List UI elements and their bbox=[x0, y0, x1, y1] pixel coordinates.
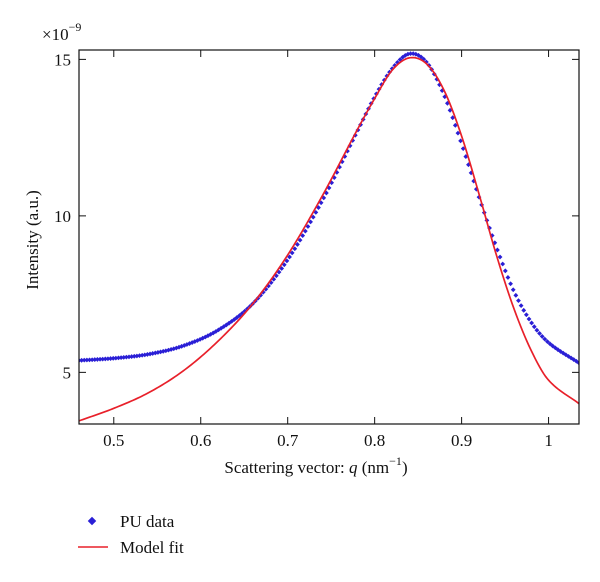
data-point bbox=[418, 54, 424, 60]
data-point bbox=[300, 233, 306, 239]
legend-item-model-fit: Model fit bbox=[78, 538, 184, 557]
data-point bbox=[81, 357, 87, 363]
data-point bbox=[284, 258, 290, 264]
x-tick-label: 1 bbox=[544, 431, 553, 450]
data-point bbox=[510, 287, 516, 293]
data-point bbox=[526, 316, 532, 322]
x-axis-label: Scattering vector: q (nm−1) bbox=[224, 454, 407, 477]
data-point bbox=[95, 357, 100, 362]
legend: PU data Model fit bbox=[78, 512, 184, 557]
x-tick-label: 0.6 bbox=[190, 431, 211, 450]
legend-label-pu-data: PU data bbox=[120, 512, 175, 531]
data-point bbox=[529, 320, 535, 326]
y-tick-label: 10 bbox=[54, 207, 71, 226]
series-markers-pu-data bbox=[79, 51, 579, 366]
data-point bbox=[534, 327, 540, 333]
data-point bbox=[105, 356, 111, 362]
data-point bbox=[542, 336, 548, 342]
data-point bbox=[521, 307, 527, 313]
legend-label-model-fit: Model fit bbox=[120, 538, 184, 557]
data-point bbox=[502, 268, 508, 274]
series-layer bbox=[79, 51, 579, 422]
data-point bbox=[287, 254, 292, 260]
legend-item-pu-data: PU data bbox=[87, 512, 175, 531]
data-point bbox=[505, 275, 511, 280]
x-tick-label: 0.5 bbox=[103, 431, 124, 450]
data-point bbox=[523, 312, 529, 318]
data-point bbox=[545, 339, 550, 345]
legend-marker-pu-data bbox=[87, 516, 97, 526]
data-point bbox=[295, 242, 300, 247]
x-tick-label: 0.9 bbox=[451, 431, 472, 450]
y-axis-label: Intensity (a.u.) bbox=[23, 190, 42, 290]
plot-frame bbox=[78, 49, 580, 425]
data-point bbox=[84, 357, 90, 363]
data-point bbox=[102, 356, 108, 362]
data-point bbox=[508, 281, 513, 287]
data-point bbox=[100, 356, 106, 362]
y-tick-label: 5 bbox=[63, 363, 72, 382]
data-point bbox=[531, 324, 537, 330]
data-point bbox=[297, 237, 303, 243]
y-tick-label: 15 bbox=[54, 50, 71, 69]
data-point bbox=[108, 356, 113, 361]
y-multiplier-label: ×10−9 bbox=[42, 20, 81, 44]
data-point bbox=[513, 292, 519, 298]
data-point bbox=[518, 303, 524, 309]
data-point bbox=[87, 357, 92, 363]
data-point bbox=[92, 357, 98, 362]
data-point bbox=[497, 254, 503, 260]
series-line-model-fit bbox=[79, 56, 579, 422]
data-point bbox=[539, 334, 545, 339]
data-point bbox=[500, 261, 506, 267]
x-tick-label: 0.8 bbox=[364, 431, 385, 450]
x-tick-label: 0.7 bbox=[277, 431, 299, 450]
data-point bbox=[516, 298, 521, 304]
